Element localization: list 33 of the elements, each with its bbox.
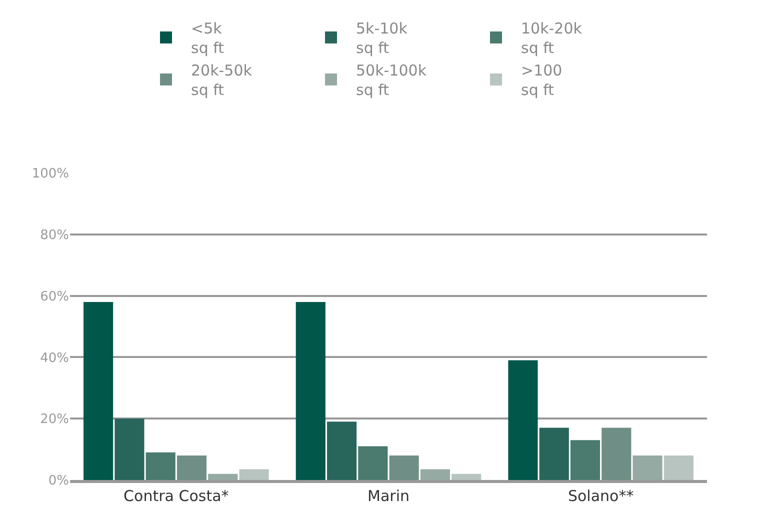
bar: [389, 455, 419, 480]
bar: [239, 469, 269, 480]
bar: [570, 440, 600, 480]
bar: [358, 446, 388, 480]
legend-label: 5k-10k sq ft: [356, 20, 408, 58]
bar: [508, 360, 538, 480]
legend-label: 10k-20k sq ft: [521, 20, 582, 58]
y-tick-label: 100%: [32, 166, 69, 182]
x-tick-label: Solano**: [568, 487, 634, 505]
bar: [539, 428, 569, 480]
y-tick-label: 80%: [40, 228, 69, 243]
bar: [602, 428, 632, 480]
bar: [420, 469, 450, 480]
bar: [84, 302, 114, 480]
bar: [208, 474, 238, 480]
bar: [632, 455, 662, 480]
x-tick-label: Marin: [368, 487, 410, 505]
y-tick-label: 20%: [40, 412, 69, 428]
y-tick-label: 40%: [40, 350, 69, 366]
y-tick-label: 0%: [48, 474, 69, 489]
legend-label: 50k-100k sq ft: [356, 62, 427, 100]
legend-label: >100 sq ft: [521, 62, 562, 100]
x-tick-label: Contra Costa*: [124, 487, 230, 505]
y-tick-label: 60%: [40, 289, 69, 304]
bar: [326, 422, 357, 480]
bar: [146, 452, 176, 480]
bar: [452, 474, 482, 480]
bar: [176, 455, 207, 480]
legend-label: 20k-50k sq ft: [191, 62, 252, 100]
bar: [296, 302, 326, 480]
bar: [664, 455, 694, 480]
bar: [114, 418, 144, 480]
legend-label: <5k sq ft: [191, 20, 224, 58]
